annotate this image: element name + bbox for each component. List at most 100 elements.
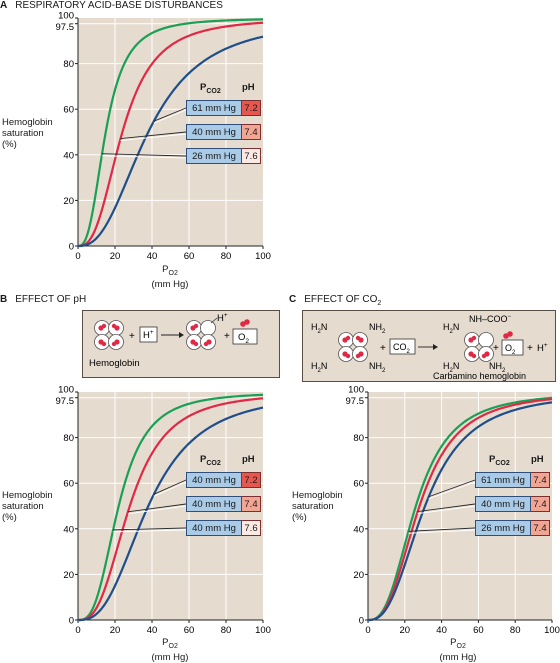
h-plus-text: H+ bbox=[537, 342, 548, 354]
y-tick-label: 80 bbox=[353, 433, 364, 444]
x-tick-label: 40 bbox=[147, 251, 158, 262]
legend-pco2-value: 26 mm Hg bbox=[186, 148, 242, 164]
legend-ph-value: 7.6 bbox=[242, 148, 261, 164]
legend-pointer-line bbox=[417, 503, 476, 513]
legend-ph-value: 7.6 bbox=[242, 520, 261, 536]
carbamino-label: Carbamino hemoglobin bbox=[433, 371, 526, 381]
legend-pointer-line bbox=[408, 527, 476, 532]
y-tick-label: 0 bbox=[359, 616, 364, 627]
y-tick-label: 97.5 bbox=[56, 22, 75, 33]
panel-c-title: C EFFECT OF CO2 bbox=[289, 294, 381, 307]
legend-pointer-line-highlight bbox=[428, 481, 476, 500]
y-tick-label: 20 bbox=[63, 570, 74, 581]
legend-ph-value: 7.4 bbox=[242, 124, 261, 140]
carbamino-hemoglobin-icon bbox=[464, 332, 494, 362]
legend-ph-value: 7.2 bbox=[242, 100, 261, 116]
panel-a-title-text: RESPIRATORY ACID-BASE DISTURBANCES bbox=[15, 0, 223, 11]
scheme-co2-drawing: H2N NH2 H2N NH2 + CO2 H2N NH–COO− bbox=[311, 314, 548, 381]
xlabel-a: PO2 (mm Hg) bbox=[151, 264, 189, 290]
legend-ph-value: 7.4 bbox=[531, 472, 550, 488]
y-tick-label: 40 bbox=[63, 524, 74, 535]
x-tick-label: 0 bbox=[75, 625, 80, 636]
x-tick-label: 100 bbox=[255, 625, 271, 636]
carbamino-nh2-bottom: NH2 bbox=[489, 361, 506, 374]
legend-row: 26 mm Hg 7.6 bbox=[186, 148, 261, 164]
legend-ph-value: 7.4 bbox=[531, 520, 550, 536]
y-tick-label: 100 bbox=[58, 11, 74, 22]
x-tick-label: 0 bbox=[365, 625, 370, 636]
legend-head-pco2: PCO2 bbox=[200, 82, 221, 95]
legend-row: 40 mm Hg 7.4 bbox=[186, 496, 261, 512]
y-tick-label: 20 bbox=[63, 196, 74, 207]
plus-sign: + bbox=[129, 331, 135, 342]
legend-head-ph: pH bbox=[242, 454, 255, 465]
legend-c: PCO2 pH 61 mm Hg 7.4 40 mm Hg 7.4 26 mm Hg 7.… bbox=[475, 454, 555, 540]
legend-row: 61 mm Hg 7.2 bbox=[186, 100, 261, 116]
series-line-blue bbox=[77, 406, 264, 622]
panel-c-title-sub: 2 bbox=[377, 300, 382, 307]
legend-ph-value: 7.2 bbox=[242, 472, 261, 488]
legend-pointer-line-highlight bbox=[102, 155, 187, 159]
legend-row: 40 mm Hg 7.4 bbox=[186, 124, 261, 140]
legend-pointer-line bbox=[120, 131, 187, 139]
plus-sign: + bbox=[380, 343, 386, 354]
legend-head-pco2: PCO2 bbox=[489, 454, 510, 467]
y-tick-label: 60 bbox=[63, 479, 74, 490]
y-tick-label: 0 bbox=[69, 242, 74, 253]
y-tick-label: 100 bbox=[58, 385, 74, 396]
scheme-co2: H2N NH2 H2N NH2 + CO2 H2N NH–COO− bbox=[302, 310, 556, 382]
y-tick-label: 100 bbox=[348, 385, 364, 396]
x-tick-label: 60 bbox=[473, 625, 484, 636]
legend-pointer-line bbox=[153, 479, 187, 495]
plus-sign-3: + bbox=[527, 343, 533, 354]
co2-text: CO2 bbox=[393, 342, 411, 355]
ylabel-c: Hemoglobin saturation (%) bbox=[292, 490, 343, 523]
legend-row: 40 mm Hg 7.6 bbox=[186, 520, 261, 536]
legend-pointer-line-highlight bbox=[113, 529, 187, 533]
legend-pointer-line bbox=[428, 479, 476, 498]
panel-b-letter: B bbox=[0, 294, 8, 305]
legend-pco2-value: 26 mm Hg bbox=[475, 520, 531, 536]
nh-coo-text: NH–COO− bbox=[469, 314, 512, 324]
x-tick-label: 80 bbox=[221, 251, 232, 262]
y-tick-label: 80 bbox=[63, 433, 74, 444]
legend-head-ph: pH bbox=[531, 454, 544, 465]
legend-pco2-value: 40 mm Hg bbox=[186, 496, 242, 512]
series-line-green bbox=[77, 18, 264, 248]
series-line-blue bbox=[367, 401, 553, 622]
legend-pointer-line-highlight bbox=[153, 109, 187, 124]
legend-row: 26 mm Hg 7.4 bbox=[475, 520, 550, 536]
panel-c-title-text: EFFECT OF CO bbox=[304, 294, 378, 305]
y-tick-label: 40 bbox=[63, 150, 74, 161]
legend-pointer-line bbox=[113, 527, 187, 531]
legend-head-ph: pH bbox=[242, 82, 255, 93]
o2-text: O2 bbox=[505, 343, 516, 356]
nh2-top-right: NH2 bbox=[369, 322, 386, 335]
legend-ph-value: 7.4 bbox=[242, 496, 261, 512]
xlabel-b: PO2 (mm Hg) bbox=[151, 637, 189, 663]
series-line-green bbox=[367, 396, 553, 622]
xlabel-c: PO2 (mm Hg) bbox=[439, 637, 477, 663]
x-tick-label: 60 bbox=[184, 251, 195, 262]
nh2-bottom-right: NH2 bbox=[369, 361, 386, 374]
y-tick-label: 97.5 bbox=[56, 396, 75, 407]
x-tick-label: 40 bbox=[147, 625, 158, 636]
carbamino-h2n-bottom: H2N bbox=[443, 361, 459, 374]
x-tick-label: 100 bbox=[255, 251, 271, 262]
y-tick-label: 0 bbox=[69, 616, 74, 627]
y-tick-label: 60 bbox=[353, 479, 364, 490]
series-line-red bbox=[77, 397, 264, 622]
legend-pointer-line-highlight bbox=[417, 505, 476, 515]
panel-c-letter: C bbox=[289, 294, 297, 305]
y-tick-label: 20 bbox=[353, 570, 364, 581]
legend-b: PCO2 pH 40 mm Hg 7.2 40 mm Hg 7.4 40 mm Hg 7.… bbox=[186, 454, 266, 540]
hemoglobin-molecule-icon bbox=[338, 332, 368, 362]
x-tick-label: 0 bbox=[75, 251, 80, 262]
panel-a-title: A RESPIRATORY ACID-BASE DISTURBANCES bbox=[0, 0, 223, 11]
series-line-green bbox=[77, 393, 264, 622]
y-tick-label: 60 bbox=[63, 105, 74, 116]
legend-row: 61 mm Hg 7.4 bbox=[475, 472, 550, 488]
legend-pointer-line-highlight bbox=[408, 529, 476, 534]
plus-sign-2: + bbox=[224, 331, 230, 342]
